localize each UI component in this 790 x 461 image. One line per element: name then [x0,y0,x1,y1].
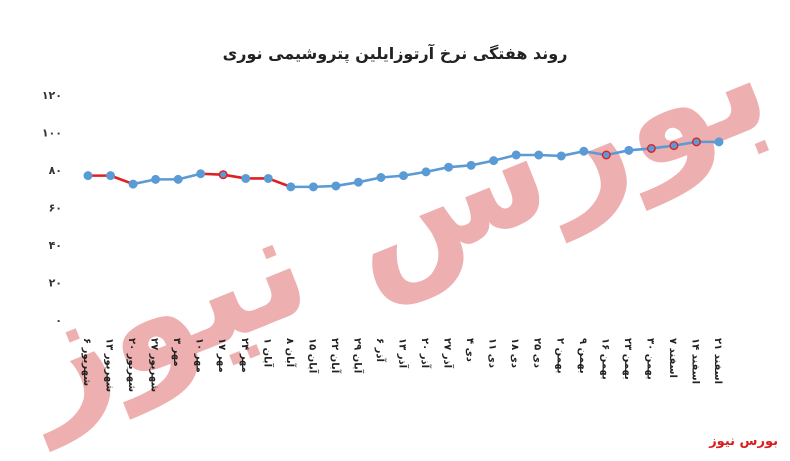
y-tick-label: ۶۰ [49,202,62,215]
y-axis: ۰ ۲۰ ۴۰ ۶۰ ۸۰ ۱۰۰ ۱۲۰ [42,89,62,327]
data-point [241,173,251,183]
x-tick-label: ۳ مهر [171,338,182,367]
data-point [511,150,521,160]
data-point [556,151,566,161]
data-point [669,141,679,151]
x-tick-label: ۱۳ شهریور [104,338,115,392]
data-point [624,145,634,155]
data-point [444,162,454,172]
x-tick-label: ۶ آذر [374,338,387,362]
chart-title: روند هفتگی نرخ آرتوزایلین پتروشیمی نوری [222,44,568,63]
x-tick-label: ۱۳ آذر [397,338,410,369]
x-tick-label: ۲۱ اسفند [712,338,723,384]
x-tick-label: ۶ شهریور [81,338,92,386]
data-point [466,160,476,170]
data-point [601,150,611,160]
data-point [263,173,273,183]
x-tick-label: ۲۷ شهریور [149,338,160,392]
x-tick-label: ۲۳ بهمن [622,338,633,380]
data-point [331,181,341,191]
x-tick-label: ۲۴ مهر [239,338,250,373]
x-tick-label: ۱۶ بهمن [599,338,610,380]
data-point [421,167,431,177]
x-tick-label: ۲۵ دی [532,338,543,368]
data-point [399,171,409,181]
y-tick-label: ۱۰۰ [42,127,62,140]
x-tick-label: ۱۰ مهر [194,338,205,373]
x-tick-label: ۸ آبان [284,338,297,368]
data-point [286,182,296,192]
x-tick-label: ۱۴ اسفند [689,338,700,384]
x-tick-label: ۲۰ آذر [419,338,432,369]
data-point [308,182,318,192]
x-tick-label: ۹ بهمن [577,338,588,374]
data-point [83,171,93,181]
brand-credit: بورس نیوز [709,434,778,449]
y-tick-label: ۲۰ [49,277,62,290]
x-tick-label: ۳۰ بهمن [644,338,655,380]
y-tick-label: ۸۰ [49,164,62,177]
data-point [173,174,183,184]
x-tick-label: ۱۱ دی [487,338,498,368]
y-tick-label: ۱۲۰ [42,89,62,102]
data-point [489,156,499,166]
data-point [646,143,656,153]
y-tick-label: ۰ [55,314,62,327]
x-tick-label: ۲۰ شهریور [126,338,137,392]
series-markers [83,137,724,192]
y-tick-label: ۴۰ [49,239,62,252]
x-tick-label: ۲۹ آبان [351,338,364,374]
x-tick-label: ۱۵ آبان [306,338,319,374]
data-point [376,172,386,182]
x-tick-label: ۷ اسفند [667,338,678,378]
data-point [534,150,544,160]
x-tick-label: ۲۷ آذر [442,338,455,369]
data-point [151,174,161,184]
x-tick-label: ۲۲ آبان [329,338,342,374]
data-point [128,179,138,189]
x-tick-label: ۲ بهمن [554,338,565,374]
x-axis: ۶ شهریور ۱۳ شهریور ۲۰ شهریور ۲۷ شهریور ۳ مهر… [81,338,723,392]
x-tick-label: ۱۸ دی [509,338,520,368]
data-point [196,169,206,179]
data-point [106,171,116,181]
data-point [579,146,589,156]
data-point [353,177,363,187]
x-tick-label: ۱ آبان [261,338,274,368]
x-tick-label: ۴ دی [464,338,475,362]
data-point [691,137,701,147]
x-tick-label: ۱۷ مهر [216,338,227,373]
data-point [218,170,228,180]
data-point [714,137,724,147]
